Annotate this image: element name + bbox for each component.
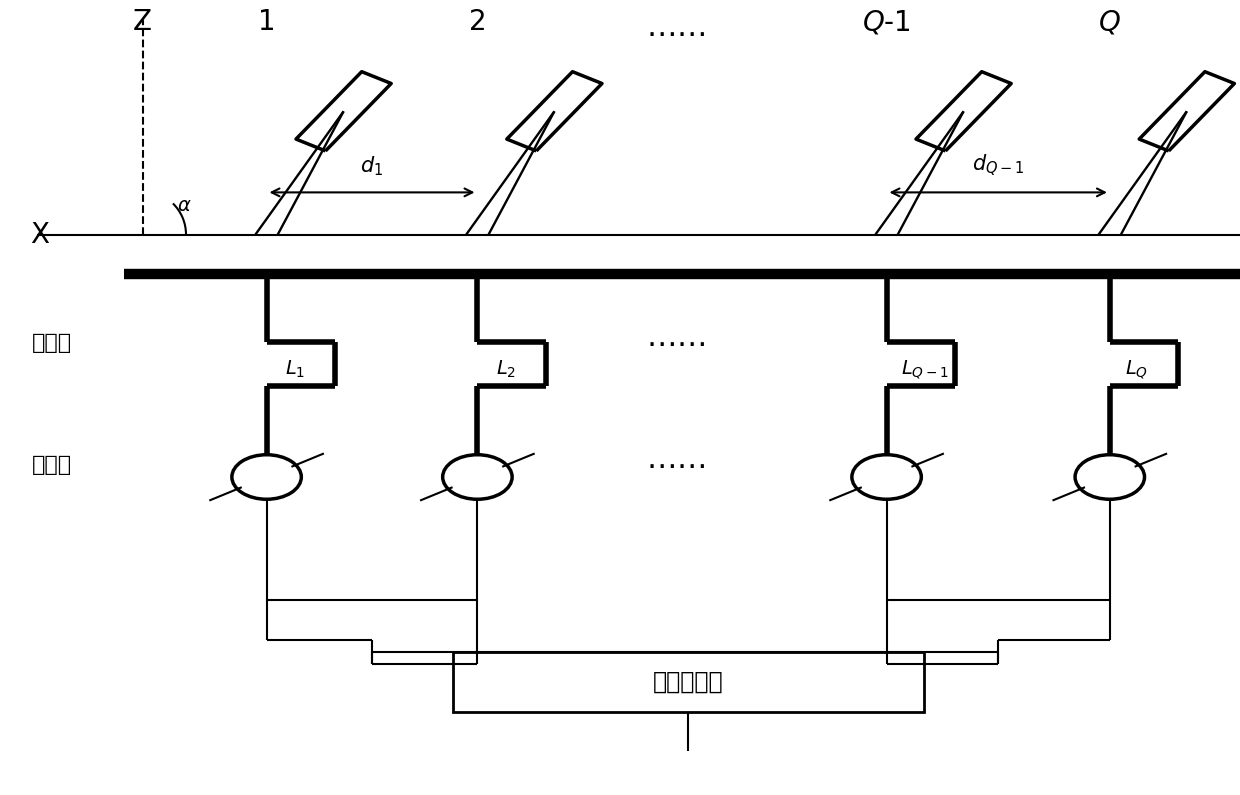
Text: $d_{Q-1}$: $d_{Q-1}$ <box>972 153 1024 178</box>
Text: $L_{Q-1}$: $L_{Q-1}$ <box>901 359 949 381</box>
Text: $\cdots\cdots$: $\cdots\cdots$ <box>646 329 706 358</box>
Bar <box>453 652 924 712</box>
Text: $L_2$: $L_2$ <box>496 359 516 380</box>
Text: $Q$-1: $Q$-1 <box>862 8 911 37</box>
Text: $d_1$: $d_1$ <box>361 154 383 178</box>
Text: $Q$: $Q$ <box>1099 8 1121 37</box>
Text: 功分合并器: 功分合并器 <box>653 669 723 694</box>
Text: $L_1$: $L_1$ <box>285 359 305 380</box>
Text: X: X <box>30 220 50 249</box>
Text: 2: 2 <box>469 8 486 37</box>
Text: $\cdots\cdots$: $\cdots\cdots$ <box>646 19 706 48</box>
Text: 移相器: 移相器 <box>32 455 72 475</box>
Text: $\alpha$: $\alpha$ <box>177 196 192 215</box>
Text: Z: Z <box>133 8 153 37</box>
Text: 1: 1 <box>258 8 275 37</box>
Text: $\cdots\cdots$: $\cdots\cdots$ <box>646 451 706 479</box>
Text: 延迟线: 延迟线 <box>32 333 72 354</box>
Text: $L_Q$: $L_Q$ <box>1125 359 1148 381</box>
